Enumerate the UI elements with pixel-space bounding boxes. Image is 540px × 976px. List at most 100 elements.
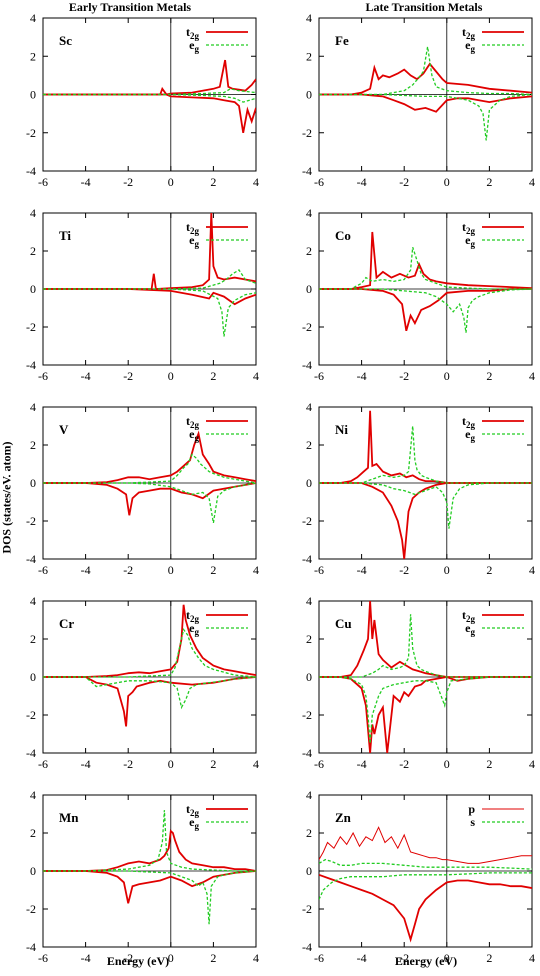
x-tick-label: 4 [529, 369, 535, 383]
series-t2g-line [43, 870, 256, 904]
x-tick-label: -6 [38, 175, 48, 189]
y-tick-label: -2 [26, 902, 36, 916]
y-tick-label: 2 [30, 244, 36, 258]
series-eg-line [43, 288, 256, 337]
element-label: Cu [335, 616, 352, 631]
element-label: Ni [335, 422, 348, 437]
x-tick-label: 4 [253, 175, 259, 189]
y-tick-label: -4 [26, 746, 36, 760]
series-eg-line [43, 482, 256, 524]
series-eg-line [43, 93, 256, 103]
y-tick-label: -4 [302, 358, 312, 372]
series-p-line [319, 873, 532, 943]
element-label: Ti [59, 228, 71, 243]
legend-label-t2g: t2g [186, 608, 200, 624]
series-eg-line [319, 482, 532, 529]
x-tick-label: -2 [399, 175, 409, 189]
y-tick-label: -2 [302, 902, 312, 916]
y-tick-label: 0 [30, 864, 36, 878]
x-tick-label: -6 [314, 175, 324, 189]
y-tick-label: 0 [30, 88, 36, 102]
x-tick-label: 4 [529, 757, 535, 771]
legend-label-t2g: t2g [186, 220, 200, 236]
x-tick-label: -2 [123, 951, 133, 965]
legend-label-t2g: t2g [186, 25, 200, 41]
y-tick-label: -2 [302, 708, 312, 722]
y-tick-label: 4 [30, 400, 36, 414]
legend-label-eg: eg [465, 621, 475, 637]
x-tick-label: 2 [210, 563, 216, 577]
x-tick-label: 0 [168, 175, 174, 189]
x-axis-label-right: Energy (eV) [394, 954, 458, 968]
y-tick-label: -2 [26, 514, 36, 528]
x-tick-label: 0 [444, 757, 450, 771]
element-label: Fe [335, 33, 349, 48]
y-tick-label: -4 [26, 358, 36, 372]
x-tick-label: 0 [444, 563, 450, 577]
y-tick-label: 4 [30, 11, 36, 25]
y-tick-label: 0 [30, 670, 36, 684]
series-t2g-line [319, 62, 532, 96]
x-tick-label: -4 [357, 175, 367, 189]
x-tick-label: -6 [314, 563, 324, 577]
series-t2g-line [43, 430, 256, 484]
series-t2g-line [43, 59, 256, 96]
series-t2g-line [43, 676, 256, 727]
y-tick-label: -4 [26, 164, 36, 178]
x-axis-label-left: Energy (eV) [106, 954, 170, 968]
x-tick-label: -4 [357, 369, 367, 383]
x-tick-label: -6 [314, 369, 324, 383]
legend-label-eg: eg [465, 427, 475, 443]
x-tick-label: 0 [444, 369, 450, 383]
y-tick-label: 2 [306, 632, 312, 646]
y-tick-label: 2 [306, 826, 312, 840]
x-tick-label: -6 [38, 951, 48, 965]
series-eg-line [319, 46, 532, 96]
x-tick-label: -2 [399, 757, 409, 771]
x-tick-label: 2 [486, 563, 492, 577]
y-tick-label: 4 [306, 206, 312, 220]
element-label: Co [335, 228, 351, 243]
x-tick-label: -2 [123, 757, 133, 771]
x-tick-label: -4 [357, 757, 367, 771]
x-tick-label: 0 [168, 757, 174, 771]
legend-label-t2g: t2g [462, 414, 476, 430]
legend-label-eg: eg [189, 621, 199, 637]
y-tick-label: 0 [306, 864, 312, 878]
x-tick-label: 0 [444, 951, 450, 965]
y-tick-label: -2 [26, 320, 36, 334]
x-tick-label: 0 [168, 563, 174, 577]
x-tick-label: 0 [444, 175, 450, 189]
x-tick-label: 4 [253, 757, 259, 771]
x-tick-label: -4 [81, 175, 91, 189]
x-tick-label: -4 [81, 757, 91, 771]
element-label: Mn [59, 810, 79, 825]
y-tick-label: -2 [302, 514, 312, 528]
x-tick-label: 2 [210, 369, 216, 383]
series-t2g-line [319, 93, 532, 113]
legend-label-p: p [468, 802, 475, 816]
x-tick-label: 0 [168, 369, 174, 383]
y-tick-label: 2 [30, 826, 36, 840]
y-tick-label: 0 [306, 88, 312, 102]
y-tick-label: 0 [30, 282, 36, 296]
x-tick-label: 4 [253, 563, 259, 577]
col-title-early: Early Transition Metals [68, 0, 192, 14]
y-tick-label: -2 [26, 126, 36, 140]
series-eg-line [43, 810, 256, 872]
element-label: V [59, 422, 69, 437]
element-label: Zn [335, 810, 352, 825]
x-tick-label: -4 [357, 951, 367, 965]
legend-label-t2g: t2g [186, 414, 200, 430]
x-tick-label: 4 [253, 369, 259, 383]
series-eg-line [319, 288, 532, 333]
legend-label-eg: eg [189, 233, 199, 249]
